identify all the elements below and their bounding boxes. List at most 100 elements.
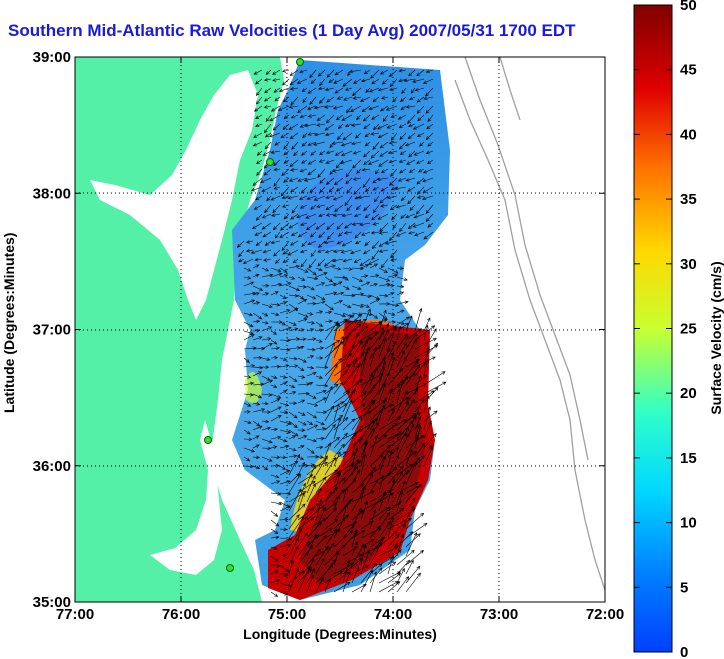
velocity-arrow bbox=[279, 553, 288, 558]
velocity-arrow bbox=[360, 294, 372, 298]
velocity-arrow bbox=[369, 408, 383, 431]
velocity-arrow bbox=[243, 420, 252, 424]
velocity-arrow bbox=[288, 453, 301, 476]
velocity-arrow bbox=[396, 379, 404, 404]
x-tick-label: 77:00 bbox=[56, 606, 94, 623]
velocity-arrow bbox=[288, 514, 300, 530]
velocity-arrow bbox=[297, 411, 306, 416]
velocity-arrow bbox=[297, 531, 308, 548]
velocity-arrow bbox=[378, 309, 387, 332]
velocity-arrow bbox=[288, 307, 299, 314]
velocity-arrow bbox=[334, 150, 344, 156]
velocity-arrow bbox=[315, 204, 326, 208]
velocity-arrow bbox=[243, 276, 252, 280]
velocity-arrow bbox=[270, 384, 278, 388]
velocity-arrow bbox=[351, 403, 366, 413]
x-tick-label: 72:00 bbox=[586, 606, 624, 623]
velocity-arrow bbox=[405, 505, 415, 521]
velocity-arrow bbox=[360, 544, 367, 566]
velocity-arrow bbox=[353, 78, 362, 84]
velocity-arrow bbox=[396, 356, 408, 377]
velocity-arrow bbox=[360, 427, 375, 449]
velocity-arrow bbox=[351, 490, 376, 503]
velocity-arrow bbox=[332, 258, 344, 263]
velocity-arrow bbox=[307, 114, 317, 118]
velocity-arrow bbox=[387, 316, 410, 332]
velocity-arrow bbox=[297, 492, 305, 512]
velocity-arrow bbox=[243, 299, 256, 305]
velocity-arrow bbox=[342, 389, 355, 413]
velocity-arrow bbox=[243, 392, 254, 397]
velocity-arrow bbox=[263, 123, 272, 134]
velocity-arrow bbox=[261, 438, 273, 444]
velocity-arrow bbox=[378, 490, 387, 512]
velocity-arrow bbox=[390, 132, 398, 141]
velocity-arrow bbox=[324, 132, 335, 137]
velocity-arrow bbox=[315, 397, 327, 404]
velocity-arrow bbox=[325, 204, 335, 211]
velocity-arrow bbox=[270, 455, 281, 460]
velocity-arrow bbox=[396, 342, 408, 359]
velocity-arrow bbox=[326, 231, 335, 240]
velocity-arrow bbox=[324, 282, 337, 287]
velocity-arrow bbox=[270, 591, 279, 597]
velocity-arrow bbox=[369, 563, 383, 575]
velocity-arrow bbox=[315, 564, 334, 584]
y-tick-label: 36:00 bbox=[33, 458, 71, 475]
velocity-arrow bbox=[259, 177, 272, 183]
velocity-arrow bbox=[378, 372, 390, 395]
velocity-arrow bbox=[238, 249, 245, 258]
velocity-arrow bbox=[323, 258, 335, 267]
velocity-arrow bbox=[279, 564, 290, 573]
velocity-arrow bbox=[255, 123, 263, 127]
velocity-arrow bbox=[289, 240, 299, 246]
velocity-arrow bbox=[342, 78, 353, 87]
velocity-arrow bbox=[287, 249, 299, 256]
velocity-arrow bbox=[343, 96, 353, 101]
velocity-arrow bbox=[423, 359, 429, 377]
velocity-arrow bbox=[423, 342, 439, 359]
velocity-arrow bbox=[272, 204, 281, 214]
colorbar-ticks: 0 5 10 15 20 25 30 35 40 45 50 bbox=[634, 0, 697, 659]
velocity-arrow bbox=[333, 335, 344, 359]
velocity-arrow bbox=[252, 465, 261, 470]
velocity-arrow bbox=[255, 114, 263, 119]
velocity-arrow bbox=[351, 324, 369, 341]
velocity-arrow bbox=[316, 356, 324, 360]
velocity-arrow bbox=[425, 105, 434, 114]
velocity-arrow bbox=[396, 266, 405, 270]
velocity-arrow bbox=[414, 307, 423, 332]
velocity-arrow bbox=[404, 141, 416, 147]
velocity-arrow bbox=[288, 105, 299, 109]
velocity-arrow bbox=[270, 312, 280, 317]
radar-site-marker bbox=[266, 158, 274, 166]
x-axis-label: Longitude (Degrees:Minutes) bbox=[243, 626, 437, 642]
velocity-arrow bbox=[263, 168, 272, 176]
velocity-arrow bbox=[282, 96, 290, 103]
velocity-arrow bbox=[354, 231, 362, 239]
velocity-arrow bbox=[369, 525, 381, 539]
velocity-arrow bbox=[288, 411, 298, 419]
velocity-arrow bbox=[405, 559, 414, 575]
velocity-arrow bbox=[281, 195, 290, 199]
velocity-arrow bbox=[396, 375, 408, 395]
velocity-arrow bbox=[333, 451, 341, 467]
velocity-arrow bbox=[352, 177, 362, 181]
velocity-arrow bbox=[262, 249, 272, 254]
velocity-arrow bbox=[315, 410, 327, 415]
velocity-arrow bbox=[261, 312, 269, 317]
velocity-arrow bbox=[324, 87, 335, 92]
velocity-arrow bbox=[354, 132, 362, 139]
velocity-arrow bbox=[317, 249, 326, 253]
velocity-arrow bbox=[378, 422, 398, 440]
velocity-arrow bbox=[376, 123, 389, 130]
velocity-arrow bbox=[342, 313, 363, 332]
velocity-arrow bbox=[360, 453, 367, 476]
velocity-arrow bbox=[325, 177, 335, 185]
velocity-arrow bbox=[315, 455, 328, 476]
velocity-arrow bbox=[416, 105, 425, 114]
velocity-arrow bbox=[310, 204, 317, 210]
velocity-arrow bbox=[263, 96, 272, 102]
velocity-arrow bbox=[336, 240, 344, 245]
bathymetry-contours bbox=[454, 57, 605, 591]
